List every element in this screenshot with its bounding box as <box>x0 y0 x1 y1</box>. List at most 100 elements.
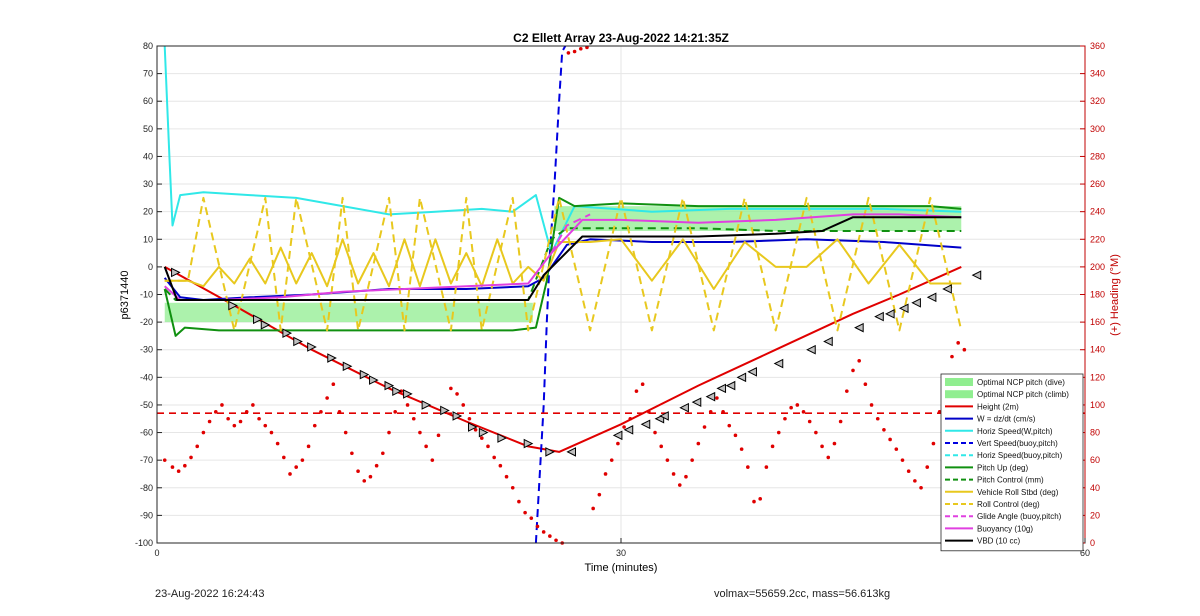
height-marker-12 <box>392 386 402 396</box>
heading-point-19 <box>282 455 286 460</box>
series-10-line <box>164 196 963 332</box>
y-tick-label-4: -60 <box>140 428 153 438</box>
heading-point-2 <box>176 469 181 474</box>
y-tick-label-6: -40 <box>140 372 153 382</box>
series-0-band <box>164 302 533 323</box>
y-tick-label-16: 60 <box>143 96 153 106</box>
heading-point-112 <box>857 358 861 363</box>
heading-point-39 <box>405 403 410 407</box>
heading-point-61 <box>541 530 546 534</box>
height-marker-5 <box>293 336 303 347</box>
series-7-line <box>163 196 962 337</box>
heading-point-92 <box>733 433 738 438</box>
heading-point-105 <box>814 430 818 435</box>
height-marker-20 <box>523 438 534 449</box>
heading-point-33 <box>368 474 373 479</box>
legend-label-8: Pitch Control (mm) <box>977 476 1044 485</box>
height-marker-45 <box>971 270 982 280</box>
heading-point-1 <box>170 465 175 469</box>
heading-point-24 <box>312 423 317 428</box>
height-marker-21 <box>545 447 555 457</box>
heading-point-50 <box>473 427 478 432</box>
heading-point-67 <box>578 46 583 51</box>
y2-tick-label-12: 240 <box>1090 207 1105 217</box>
height-marker-23 <box>612 430 623 441</box>
series-3-line <box>163 238 962 301</box>
y2-tick-label-18: 360 <box>1090 41 1105 51</box>
heading-point-79 <box>653 430 657 435</box>
heading-point-84 <box>684 474 688 479</box>
heading-point-85 <box>690 458 694 462</box>
legend-label-13: VBD (10 cc) <box>977 537 1020 546</box>
heading-point-100 <box>783 416 787 421</box>
height-marker-24 <box>623 424 634 435</box>
heading-point-25 <box>319 410 323 414</box>
series-9-line <box>164 238 962 290</box>
heading-point-122 <box>919 485 923 490</box>
legend-label-9: Vehicle Roll Stbd (deg) <box>977 488 1059 497</box>
heading-point-15 <box>257 416 261 421</box>
heading-point-73 <box>616 441 620 446</box>
y-tick-label-3: -70 <box>140 455 153 465</box>
y2-tick-label-15: 300 <box>1090 124 1105 134</box>
y-tick-label-5: -50 <box>140 400 153 410</box>
series-4-line <box>163 45 962 255</box>
heading-point-80 <box>659 444 664 449</box>
heading-point-17 <box>269 430 274 435</box>
heading-point-51 <box>480 436 484 440</box>
x-axis-label: Time (minutes) <box>585 562 658 574</box>
heading-point-90 <box>721 410 725 414</box>
heading-point-107 <box>826 455 831 460</box>
heading-point-37 <box>393 410 397 414</box>
legend-label-1: Optimal NCP pitch (climb) <box>977 390 1069 399</box>
height-marker-15 <box>440 405 450 416</box>
heading-point-60 <box>535 524 540 529</box>
y2-tick-label-8: 160 <box>1090 317 1105 327</box>
heading-point-104 <box>807 419 812 424</box>
heading-point-16 <box>263 423 268 428</box>
height-marker-42 <box>911 297 921 308</box>
heading-point-89 <box>715 396 719 400</box>
heading-point-103 <box>801 410 806 414</box>
y2-tick-label-6: 120 <box>1090 372 1105 382</box>
height-marker-39 <box>874 311 884 322</box>
heading-point-28 <box>337 410 342 414</box>
heading-point-13 <box>244 410 249 414</box>
heading-point-72 <box>609 458 614 462</box>
legend-label-5: Vert Speed(buoy,pitch) <box>977 439 1058 448</box>
heading-point-65 <box>566 51 571 55</box>
heading-point-93 <box>739 447 744 451</box>
x-tick-label-2: 60 <box>1080 548 1090 558</box>
y2-tick-label-9: 180 <box>1090 290 1105 300</box>
y2-tick-label-5: 100 <box>1090 400 1105 410</box>
height-marker-44 <box>942 284 952 294</box>
heading-point-59 <box>529 516 534 520</box>
heading-point-111 <box>851 368 855 373</box>
heading-point-26 <box>325 396 329 400</box>
heading-point-22 <box>300 458 305 462</box>
legend-label-0: Optimal NCP pitch (dive) <box>977 378 1065 387</box>
height-marker-19 <box>497 433 508 443</box>
heading-point-113 <box>863 382 868 387</box>
height-marker-37 <box>823 336 833 347</box>
heading-point-54 <box>498 463 503 468</box>
y2-axis-label: (+) Heading (°M) <box>1109 254 1121 336</box>
marker-layer <box>162 45 982 545</box>
series-13-line <box>163 216 962 301</box>
y-axis-label: p6371440 <box>119 271 131 320</box>
height-marker-40 <box>885 309 895 319</box>
heading-point-75 <box>628 416 633 421</box>
y2-tick-label-7: 140 <box>1090 345 1105 355</box>
footer-timestamp: 23-Aug-2022 16:24:43 <box>155 588 265 600</box>
heading-point-44 <box>436 433 441 438</box>
height-marker-43 <box>926 292 937 303</box>
heading-point-56 <box>510 485 515 490</box>
heading-point-70 <box>597 492 602 497</box>
height-marker-18 <box>478 427 489 438</box>
heading-point-117 <box>888 437 892 442</box>
y-tick-label-13: 30 <box>143 179 153 189</box>
heading-point-57 <box>517 499 521 504</box>
heading-point-91 <box>727 423 732 428</box>
heading-point-74 <box>622 425 626 429</box>
